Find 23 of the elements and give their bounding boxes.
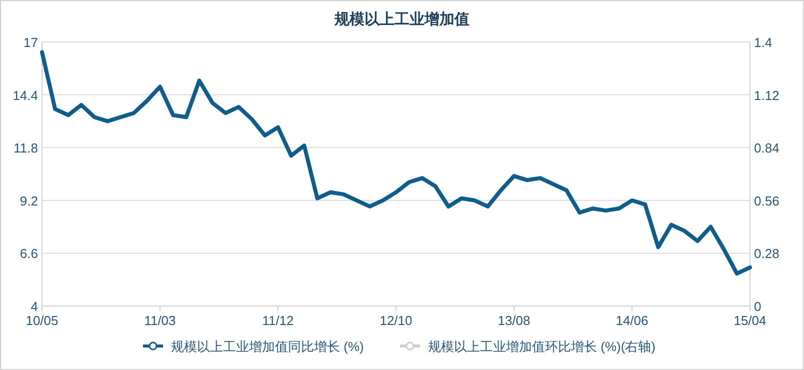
y2-tick-label: 1.12 [754, 88, 780, 103]
x-tick-label: 11/12 [262, 313, 294, 328]
y2-tick-label: 0 [754, 299, 762, 314]
y-tick-label: 11.8 [14, 140, 38, 156]
x-tick-label: 13/08 [498, 313, 530, 328]
y-tick-label: 4 [30, 299, 38, 314]
legend-label: 规模以上工业增加值环比增长 (%)(右轴) [428, 339, 656, 354]
chart-title: 规模以上工业增加值 [334, 11, 470, 28]
x-tick-label: 11/03 [144, 313, 176, 328]
line-series [40, 50, 752, 276]
x-tick-label: 15/04 [734, 313, 766, 328]
x-tick-label: 12/10 [380, 313, 412, 328]
y2-tick-label: 0.28 [754, 246, 780, 262]
y2-tick-label: 0.56 [754, 193, 780, 208]
y-tick-label: 9.2 [20, 193, 38, 208]
x-tick-label: 10/05 [26, 313, 58, 328]
y2-tick-label: 0.84 [754, 140, 780, 156]
legend-label: 规模以上工业增加值同比增长 (%) [171, 339, 364, 354]
y2-tick-label: 1.4 [754, 35, 772, 50]
y-tick-label: 17 [24, 35, 38, 50]
x-tick-label: 14/06 [616, 313, 648, 328]
y-tick-label: 6.6 [20, 246, 38, 262]
y-tick-label: 14.4 [12, 88, 38, 103]
